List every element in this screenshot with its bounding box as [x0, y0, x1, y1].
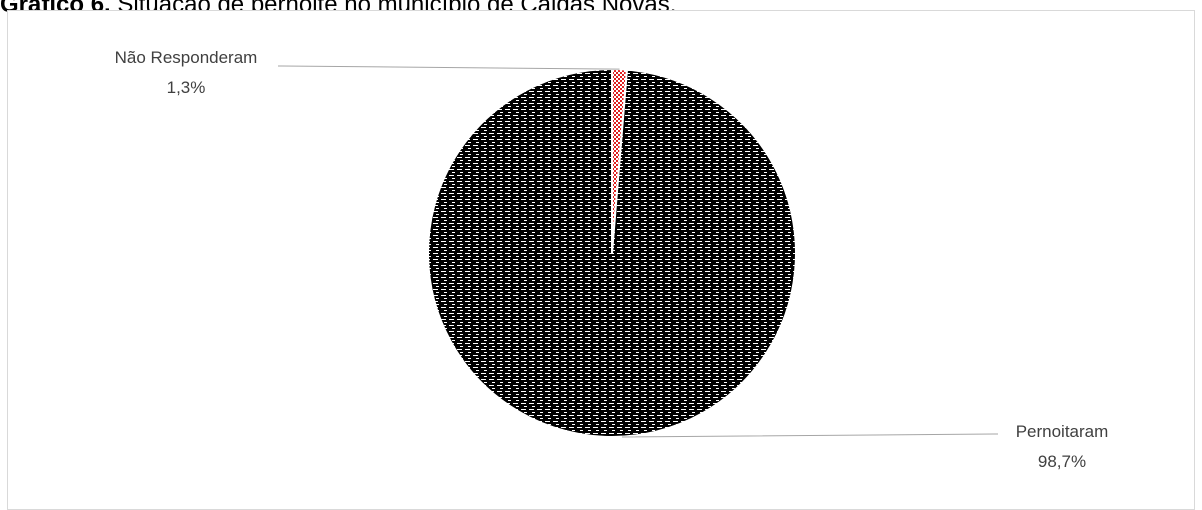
- pie-chart: Não Responderam 1,3% Pernoitaram 98,7%: [115, 48, 1109, 471]
- value-label-pernoitaram: 98,7%: [1038, 452, 1086, 471]
- leader-line-pernoitaram: [621, 433, 998, 438]
- leader-lines: [278, 65, 998, 438]
- data-labels: Não Responderam 1,3% Pernoitaram 98,7%: [115, 48, 1109, 471]
- category-label-nao-responderam: Não Responderam: [115, 48, 258, 67]
- leader-line-nao-responderam: [278, 65, 620, 70]
- value-label-nao-responderam: 1,3%: [167, 78, 206, 97]
- category-label-pernoitaram: Pernoitaram: [1016, 422, 1109, 441]
- pie-slices: [427, 67, 797, 438]
- pie-slice-pernoitaram: [427, 67, 797, 438]
